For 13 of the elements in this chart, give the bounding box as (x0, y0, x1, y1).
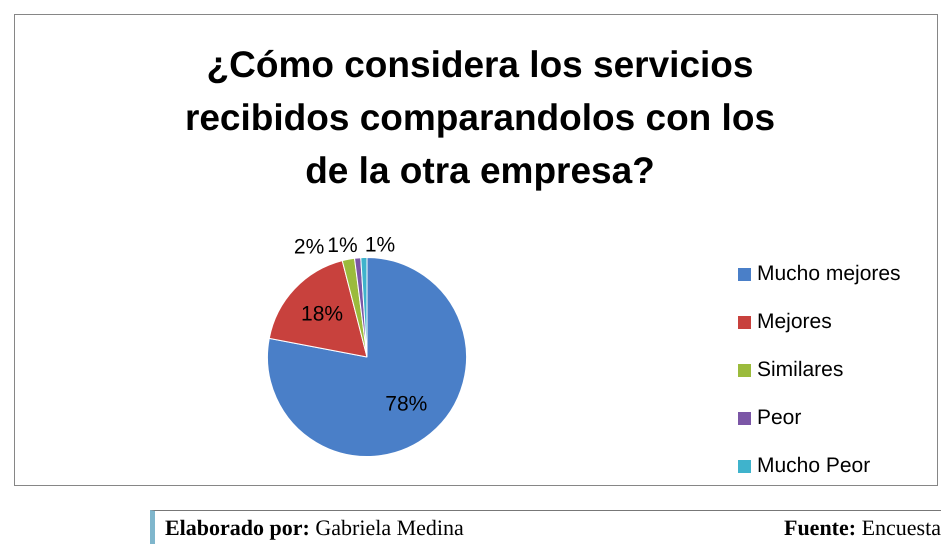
chart-title: ¿Cómo considera los servicios recibidos comparandolos con los de la otra empresa? (184, 43, 776, 193)
legend-label: Peor (757, 406, 802, 430)
legend-label: Mucho Peor (757, 454, 870, 478)
text: Elaborado por: Gabriela Medina (165, 514, 464, 540)
legend-label: Mejores (757, 310, 832, 334)
data-label: 2% (294, 235, 324, 258)
data-label: 1% (327, 234, 358, 257)
source-note: Fuente: Encuesta (784, 514, 941, 540)
legend-label: Similares (757, 358, 844, 382)
data-label: 18% (301, 302, 344, 326)
data-label: 1% (364, 233, 396, 256)
legend-label: Mucho mejores (757, 262, 901, 286)
data-label: 78% (385, 392, 428, 416)
